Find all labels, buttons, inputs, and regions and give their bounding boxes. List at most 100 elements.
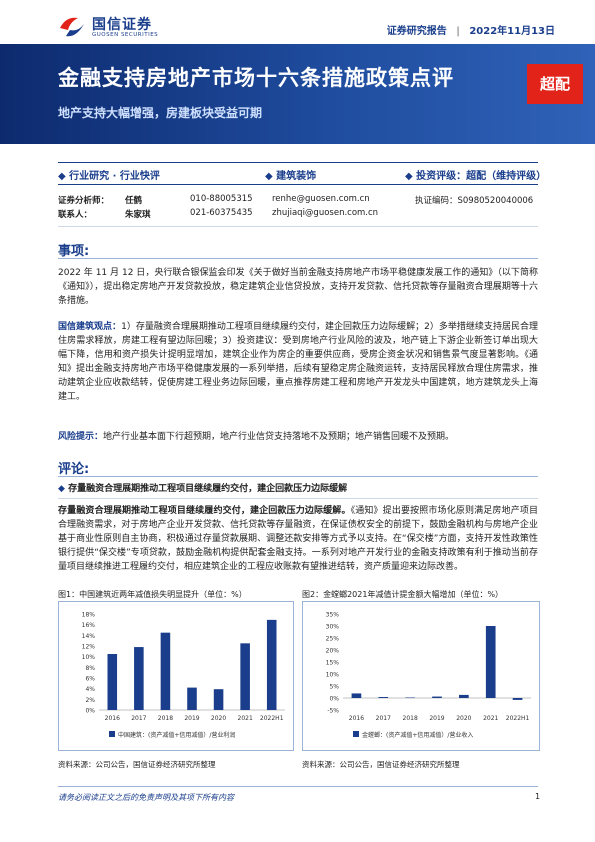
x-tick-label: 2016 (349, 715, 364, 722)
bar (459, 694, 469, 698)
divider (58, 258, 538, 259)
page-number: 1 (535, 792, 541, 801)
paragraph-event: 2022 年 11 月 12 日，央行联合银保监会印发《关于做好当前金融支持房地… (58, 268, 538, 306)
x-tick-label: 2019 (429, 715, 444, 722)
diamond-icon: ◆ (265, 171, 277, 182)
y-tick-label: 8% (85, 665, 95, 672)
legend-swatch (353, 731, 359, 737)
bar (432, 696, 442, 698)
bar (240, 643, 250, 710)
x-tick-label: 2017 (131, 715, 146, 722)
y-tick-label: 6% (85, 676, 95, 683)
legend-swatch (109, 731, 115, 737)
report-title: 金融支持房地产市场十六条措施政策点评 (58, 66, 454, 90)
title-banner (0, 44, 595, 144)
legend-label: 金螳螂：(资产减值+信用减值）/营业收入 (362, 731, 473, 739)
y-tick-label: 10% (82, 654, 96, 661)
report-type: 证券研究报告 (386, 26, 447, 37)
bar (405, 697, 415, 699)
bar (134, 647, 144, 710)
y-tick-label: 16% (82, 622, 96, 629)
bar (160, 632, 171, 710)
report-date: 2022年11月13日 (469, 26, 555, 37)
x-tick-label: 2019 (184, 715, 199, 722)
report-subtitle: 地产支持大幅增强，房建板块受益可期 (58, 106, 263, 120)
bar (266, 619, 277, 710)
x-tick-label: 2016 (105, 715, 120, 722)
analyst-cert: 执证编码：S0980520040006 (415, 196, 534, 206)
y-tick-label: 4% (85, 686, 95, 693)
divider (58, 498, 538, 499)
x-tick-label: 2021 (483, 715, 498, 722)
divider (58, 476, 538, 477)
bar (351, 693, 362, 698)
y-tick-label: 10% (326, 672, 340, 679)
bar (378, 697, 389, 698)
y-tick-label: 20% (326, 648, 340, 655)
x-tick-label: 2018 (158, 715, 173, 722)
paragraph-risk: 风险提示：地产行业基本面下行超预期，地产行业信贷支持落地不及预期；地产销售回暖不… (58, 432, 455, 442)
bar (107, 654, 118, 710)
bar (485, 626, 496, 698)
y-tick-label: 14% (82, 633, 96, 640)
category-label: ◆ 行业研究 · 行业快评 (58, 171, 160, 182)
y-tick-label: 30% (326, 624, 340, 631)
x-tick-label: 2022H1 (506, 715, 530, 722)
x-tick-label: 2022H1 (260, 715, 284, 722)
y-tick-label: 5% (329, 684, 339, 691)
contact-role: 联系人： (58, 210, 93, 220)
y-tick-label: 12% (82, 644, 96, 651)
diamond-icon: ◆ (58, 484, 69, 494)
section-heading-pinglun: 评论: (58, 462, 90, 477)
y-tick-label: 15% (326, 660, 340, 667)
comment-bullet: ◆ 存量融资合理展期推动工程项目继续履约交付，建企回款压力边际缓解 (58, 484, 348, 494)
y-tick-label: 0% (329, 696, 339, 703)
contact-name: 朱家琪 (125, 210, 151, 220)
paragraph-comment: 存量融资合理展期推动工程项目继续履约交付，建企回款压力边际缓解。《通知》提出要按… (58, 506, 538, 572)
y-tick-label: 0% (85, 708, 95, 715)
y-tick-label: 18% (82, 612, 96, 619)
footer-disclaimer: 请务必阅读正文之后的免责声明及其项下所有内容 (58, 793, 234, 802)
logo-text-en: GUOSEN SECURITIES (92, 32, 159, 38)
industry-label: ◆ 建筑装饰 (265, 171, 317, 182)
section-heading-shixiang: 事项: (58, 244, 90, 259)
x-tick-label: 2021 (238, 715, 253, 722)
contact-email[interactable]: zhujiaqi@guosen.com.cn (272, 208, 379, 218)
guosen-logo-icon (60, 17, 84, 37)
bar (213, 689, 224, 710)
x-tick-label: 2017 (376, 715, 391, 722)
view-label: 国信建筑观点： (58, 322, 122, 332)
x-tick-label: 2018 (403, 715, 418, 722)
y-tick-label: 2% (85, 697, 95, 704)
analyst-phone: 010-88005315 (190, 194, 253, 204)
chart-1: 0% 2% 4% 6% 8% 10% 12% 14% 16% 18% 2016 2017 2018 201… (58, 601, 294, 751)
report-header: 证券研究报告 | 2022年11月13日 (386, 26, 555, 37)
y-tick-label: -5% (327, 708, 339, 715)
paragraph-view: 国信建筑观点：1）存量融资合理展期推动工程项目继续履约交付，建企回款压力边际缓解… (58, 322, 538, 402)
bar (187, 687, 197, 710)
diamond-icon: ◆ (405, 171, 417, 182)
figure-2-source: 资料来源：公司公告，国信证券经济研究所整理 (302, 760, 460, 769)
analyst-email[interactable]: renhe@guosen.com.cn (272, 194, 370, 204)
logo-text-cn: 国信证券 (92, 17, 152, 33)
x-tick-label: 2020 (456, 715, 471, 722)
analyst-role: 证券分析师： (58, 196, 110, 206)
diamond-icon: ◆ (58, 171, 70, 182)
risk-label: 风险提示： (58, 432, 104, 442)
figure-2-title: 图2：金螳螂2021年减值计提金额大幅增加（单位：%） (302, 590, 504, 599)
x-tick-label: 2020 (211, 715, 226, 722)
divider (58, 162, 538, 163)
chart-2: -5% 0% 5% 10% 15% 20% 25% 30% 35% 2016 2017 2018 201… (302, 601, 540, 751)
y-tick-label: 25% (326, 636, 340, 643)
divider (58, 184, 538, 185)
divider (58, 226, 538, 227)
bar (512, 698, 523, 700)
contact-phone: 021-60375435 (190, 208, 253, 218)
analyst-name: 任鹤 (125, 196, 143, 206)
y-tick-label: 35% (326, 612, 340, 619)
legend-label: 中国建筑：(资产减值+信用减值）/营业利润 (118, 731, 235, 739)
divider (58, 786, 538, 787)
figure-1-source: 资料来源：公司公告，国信证券经济研究所整理 (58, 760, 216, 769)
rating-label: ◆ 投资评级：超配（维持评级） (405, 171, 547, 182)
figure-1-title: 图1：中国建筑近两年减值损失明显提升（单位：%） (58, 590, 247, 599)
